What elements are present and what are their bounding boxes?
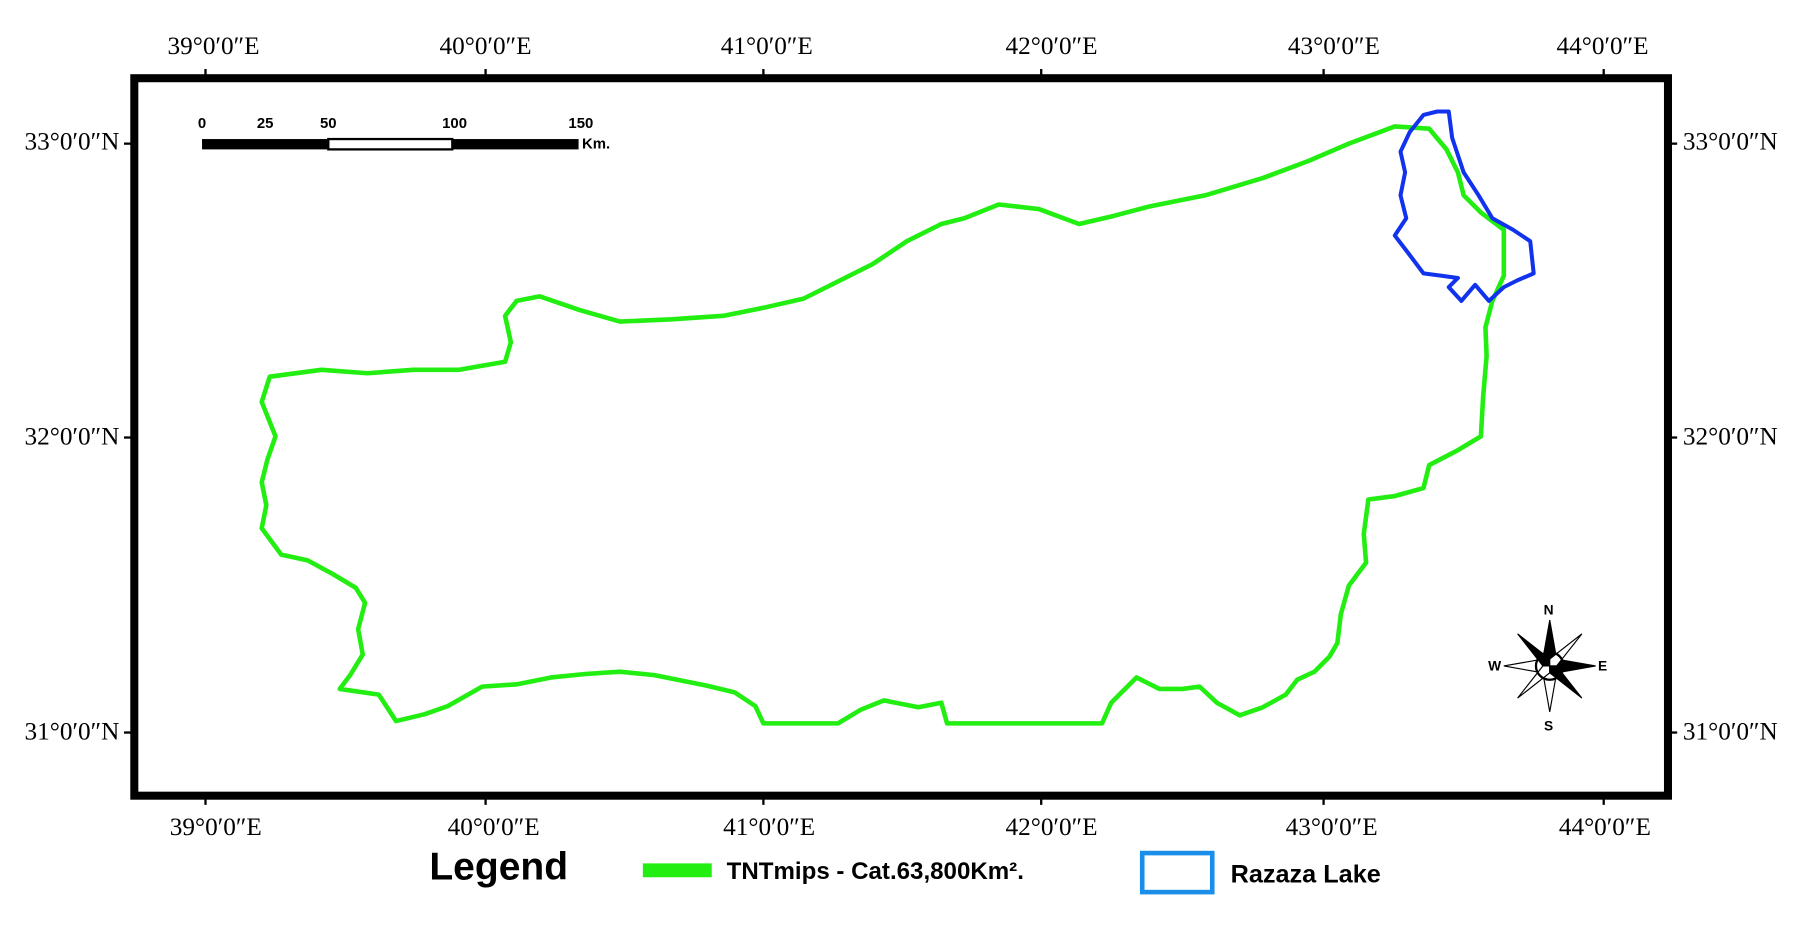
lat-label: 31°0′0″N (1683, 717, 1778, 745)
lat-label: 33°0′0″N (1683, 127, 1778, 155)
scale-bar (202, 137, 579, 151)
compass-label: S (1544, 718, 1553, 733)
lon-label: 43°0′0″E (1286, 813, 1378, 841)
lat-label: 31°0′0″N (25, 717, 120, 745)
lon-label: 39°0′0″E (170, 813, 262, 841)
legend-swatch (1139, 850, 1215, 895)
lon-label: 41°0′0″E (723, 813, 815, 841)
legend-title: Legend (429, 845, 568, 888)
map-frame (130, 74, 1673, 800)
compass-label: W (1488, 659, 1501, 674)
ticks (123, 69, 1678, 805)
lon-label: 42°0′0″E (1005, 32, 1097, 60)
lat-label: 32°0′0″N (25, 422, 120, 450)
scale-unit: Km. (582, 136, 610, 153)
lon-label: 44°0′0″E (1557, 32, 1649, 60)
lon-label: 44°0′0″E (1559, 813, 1651, 841)
catchment-boundary (259, 124, 1507, 726)
lon-label: 42°0′0″E (1005, 813, 1097, 841)
scale-label: 150 (568, 115, 593, 132)
lon-label: 40°0′0″E (440, 32, 532, 60)
lon-label: 41°0′0″E (721, 32, 813, 60)
scale-label: 100 (442, 115, 467, 132)
lon-label: 40°0′0″E (448, 813, 540, 841)
scale-label: 25 (257, 115, 274, 132)
scale-label: 0 (198, 115, 206, 132)
legend-label: TNTmips - Cat.63,800Km². (727, 858, 1024, 885)
lon-label: 43°0′0″E (1288, 32, 1380, 60)
lat-label: 33°0′0″N (25, 127, 120, 155)
lat-label: 32°0′0″N (1683, 422, 1778, 450)
compass-label: N (1544, 603, 1554, 618)
lon-label: 39°0′0″E (167, 32, 259, 60)
compass-label: E (1598, 659, 1607, 674)
scale-label: 50 (320, 115, 337, 132)
razaza-lake (1392, 109, 1536, 303)
legend-label: Razaza Lake (1231, 861, 1381, 889)
compass-rose (1503, 619, 1596, 712)
